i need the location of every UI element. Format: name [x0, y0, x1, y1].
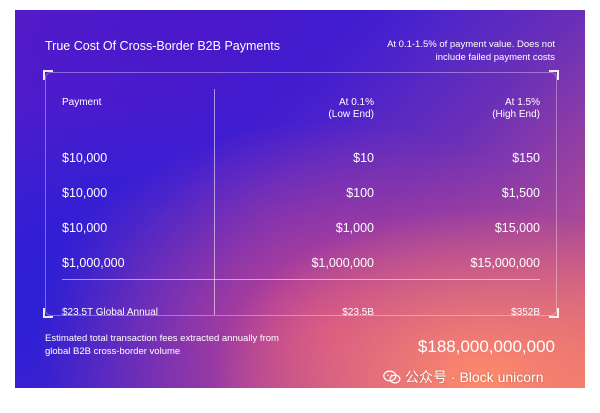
footnote: Estimated total transaction fees extract… — [45, 333, 279, 357]
row-low: $10 — [353, 151, 374, 165]
row-payment: $1,000,000 — [62, 256, 125, 270]
wechat-icon — [383, 370, 401, 383]
summary-high: $352B — [511, 307, 540, 318]
row-high: $15,000 — [494, 221, 540, 235]
subtitle-note: At 0.1-1.5% of payment value. Does not i… — [387, 39, 555, 63]
column-divider — [214, 89, 215, 315]
row-high: $15,000,000 — [470, 256, 540, 270]
row-low: $1,000,000 — [311, 256, 374, 270]
row-payment: $10,000 — [62, 221, 108, 235]
row-payment: $10,000 — [62, 151, 108, 165]
header-low-label: At 0.1% — [338, 97, 374, 108]
header-high-sub: (High End) — [492, 109, 540, 120]
row-payment: $10,000 — [62, 186, 108, 200]
corner-mark — [549, 70, 559, 80]
summary-divider — [62, 279, 540, 280]
row-high: $1,500 — [501, 186, 540, 200]
summary-low: $23.5B — [342, 307, 374, 318]
infographic-card: True Cost Of Cross-Border B2B Payments A… — [15, 10, 585, 388]
header-low-sub: (Low End) — [328, 109, 374, 120]
row-high: $150 — [512, 151, 540, 165]
watermark: 公众号 · Block unicorn — [383, 367, 543, 387]
header-low: At 0.1% (Low End) — [328, 97, 374, 121]
page-title: True Cost Of Cross-Border B2B Payments — [45, 39, 281, 53]
corner-mark — [549, 308, 559, 318]
watermark-text: 公众号 · Block unicorn — [405, 369, 544, 385]
corner-mark — [43, 70, 53, 80]
row-low: $1,000 — [335, 221, 374, 235]
summary-payment: $23.5T Global Annual — [62, 307, 159, 318]
header-high-label: At 1.5% — [504, 97, 540, 108]
row-low: $100 — [346, 186, 374, 200]
header-payment: Payment — [62, 97, 102, 108]
header-high: At 1.5% (High End) — [492, 97, 540, 121]
total-fees: $188,000,000,000 — [417, 337, 555, 356]
corner-mark — [43, 308, 53, 318]
cost-table: Payment At 0.1% (Low End) At 1.5% (High … — [43, 70, 559, 318]
